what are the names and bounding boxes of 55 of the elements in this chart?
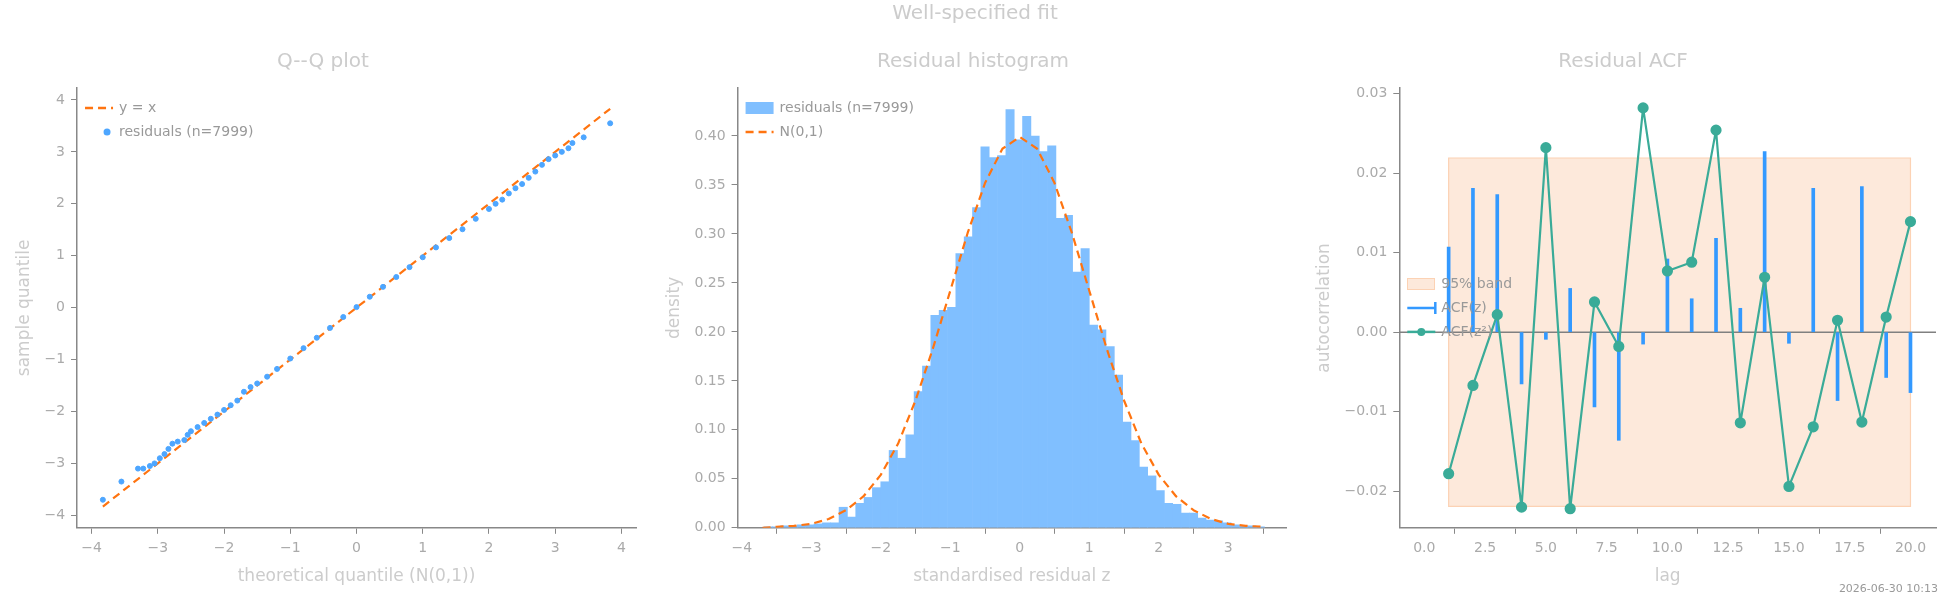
y-tick-label: −2 [44, 402, 66, 419]
x-tick-label: 0 [352, 538, 361, 555]
y-tick-label: 1 [56, 246, 66, 263]
y-tick-label: −3 [44, 454, 66, 471]
y-tick-label: 0.40 [694, 126, 726, 143]
y-tick-label: 4 [56, 90, 66, 107]
x-tick-label: 3 [1223, 538, 1233, 555]
y-tick-label: 0.25 [694, 273, 726, 290]
x-tick-label: 12.5 [1712, 538, 1744, 555]
x-tick-label: 2 [1154, 538, 1164, 555]
x-tick-label: 3 [550, 538, 560, 555]
y-tick-label: −1 [44, 350, 66, 367]
x-tick-label: 2.5 [1473, 538, 1497, 555]
y-tick-label: 0.01 [1356, 243, 1388, 260]
x-tick-label: 17.5 [1834, 538, 1866, 555]
y-tick-label: −4 [44, 505, 66, 522]
x-tick-label: 0 [1015, 538, 1025, 555]
x-tick-label: −3 [147, 538, 169, 555]
x-tick-label: 0.0 [1413, 538, 1436, 555]
x-tick-label: 2 [484, 538, 494, 555]
legend-label: N(0,1) [779, 122, 824, 139]
y-tick-label: −0.02 [1344, 481, 1388, 498]
y-tick-label: 0 [56, 298, 66, 315]
x-tick-label: 5.0 [1534, 538, 1558, 555]
y-tick-label: 0.00 [1356, 322, 1388, 339]
x-tick-label: 4 [616, 538, 626, 555]
x-tick-label: 1 [1084, 538, 1094, 555]
y-tick-label: 3 [56, 142, 66, 159]
x-tick-label: −2 [213, 538, 235, 555]
y-tick-label: 2 [56, 194, 66, 211]
y-tick-label: 0.05 [694, 469, 726, 486]
x-tick-label: −1 [279, 538, 301, 555]
x-tick-label: −3 [800, 538, 822, 555]
y-tick-label: 0.10 [694, 420, 726, 437]
y-tick-label: 0.00 [694, 518, 726, 535]
x-tick-label: 1 [418, 538, 428, 555]
legend-label: residuals (n=7999) [119, 122, 254, 139]
x-tick-label: −4 [81, 538, 103, 555]
x-tick-label: 15.0 [1773, 538, 1805, 555]
x-tick-label: −4 [731, 538, 753, 555]
x-tick-label: −1 [939, 538, 961, 555]
y-tick-label: 0.20 [694, 322, 726, 339]
y-tick-label: 0.03 [1356, 84, 1388, 101]
x-tick-label: −2 [870, 538, 892, 555]
y-tick-label: 0.35 [694, 175, 726, 192]
y-tick-label: −0.01 [1344, 402, 1388, 419]
y-tick-label: 0.15 [694, 371, 726, 388]
x-tick-label: 20.0 [1894, 538, 1927, 555]
y-tick-label: 0.02 [1356, 163, 1388, 180]
y-tick-label: 0.30 [694, 224, 726, 241]
legend-label: y = x [119, 98, 157, 115]
legend-label: residuals (n=7999) [779, 98, 914, 115]
x-tick-label: 10.0 [1651, 538, 1683, 555]
x-tick-label: 7.5 [1595, 538, 1618, 555]
text: 2026-06-30 10:13 [1838, 582, 1938, 595]
